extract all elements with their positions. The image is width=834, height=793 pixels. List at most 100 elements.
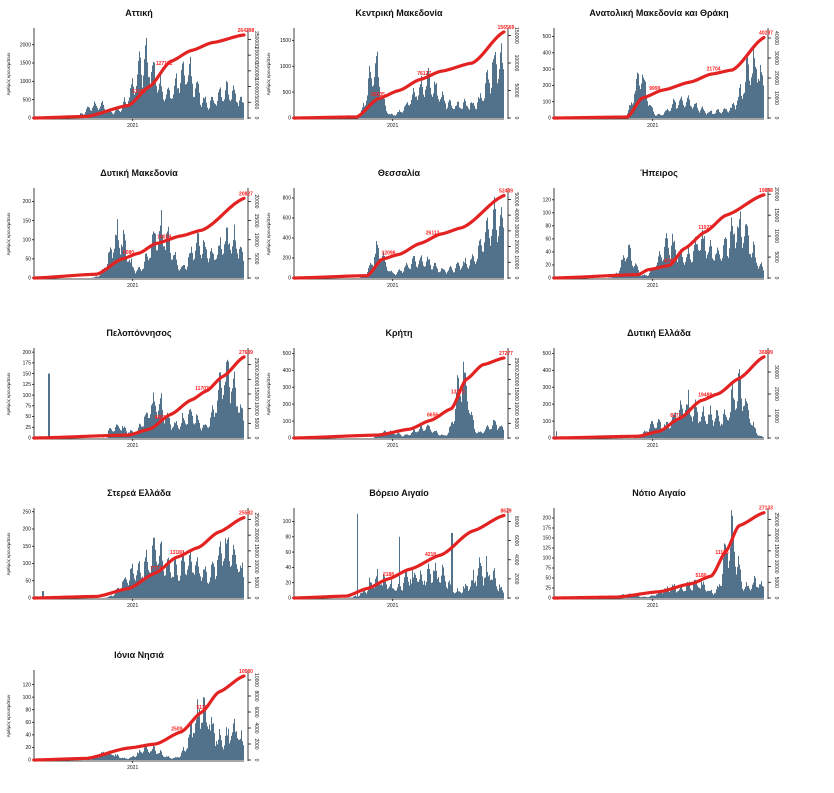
bar: [414, 429, 415, 438]
bar: [681, 96, 682, 118]
bar: [689, 407, 690, 438]
chart-panel: Ανατολική Μακεδονία και Θράκη01002003004…: [543, 8, 779, 129]
bar: [459, 392, 460, 438]
bar: [238, 258, 239, 278]
bar: [733, 397, 734, 438]
bar: [632, 595, 633, 598]
bar: [173, 576, 174, 598]
bar: [721, 260, 722, 278]
bar: [207, 582, 208, 598]
bar: [213, 100, 214, 118]
bar: [427, 569, 428, 598]
left-tick-label: 0: [548, 596, 551, 602]
bar: [188, 257, 189, 278]
bar: [656, 115, 657, 118]
bar: [192, 252, 193, 278]
bar: [411, 100, 412, 118]
bar: [231, 735, 232, 760]
bar: [416, 266, 417, 278]
bar: [466, 263, 467, 278]
bar: [188, 565, 189, 598]
bar: [237, 406, 238, 438]
bar: [669, 428, 670, 438]
bar: [218, 555, 219, 598]
bar: [143, 751, 144, 760]
bar: [116, 109, 117, 118]
bar: [184, 265, 185, 278]
left-tick-label: 50: [545, 576, 551, 582]
left-tick-label: 60: [545, 237, 551, 243]
bar: [746, 582, 747, 598]
bar: [371, 78, 372, 118]
bar: [143, 578, 144, 598]
bar: [415, 432, 416, 438]
bar: [384, 576, 385, 598]
bar: [710, 590, 711, 598]
bar: [132, 756, 133, 760]
bar: [439, 435, 440, 438]
bar: [672, 417, 673, 438]
bar: [192, 737, 193, 760]
bar: [216, 105, 217, 118]
bar: [233, 378, 234, 438]
bar: [373, 587, 374, 598]
bar: [723, 557, 724, 598]
bar: [723, 245, 724, 278]
bar: [728, 112, 729, 118]
bar: [193, 423, 194, 438]
bar: [678, 416, 679, 438]
bar: [369, 265, 370, 278]
bar: [208, 427, 209, 438]
bar: [118, 109, 119, 118]
bar: [424, 430, 425, 438]
bar: [755, 578, 756, 598]
bar: [491, 579, 492, 598]
bar: [181, 266, 182, 278]
bar: [219, 245, 220, 278]
bar: [674, 414, 675, 438]
bar: [706, 258, 707, 278]
bar: [446, 109, 447, 118]
cumulative-annotation: 4748: [664, 258, 675, 264]
bar: [222, 399, 223, 438]
bar: [134, 270, 135, 278]
right-tick-label: 5000: [513, 418, 519, 429]
bar: [227, 539, 228, 598]
bar: [477, 575, 478, 598]
bar: [751, 257, 752, 278]
bar: [497, 242, 498, 278]
bar: [666, 110, 667, 118]
bar: [136, 271, 137, 278]
bar: [403, 582, 404, 598]
bar: [209, 724, 210, 760]
bar: [487, 425, 488, 438]
bar: [420, 570, 421, 598]
bar: [368, 78, 369, 118]
bar: [652, 107, 653, 118]
bar: [676, 418, 677, 438]
bar: [718, 250, 719, 278]
left-tick-label: 200: [283, 256, 292, 262]
bar: [196, 561, 197, 598]
bar: [738, 555, 739, 598]
bar: [382, 585, 383, 598]
chart-panel: Αττική0500100015002000050000100000150000…: [5, 8, 259, 129]
bar: [181, 69, 182, 118]
bar: [226, 227, 227, 278]
cumulative-annotation: 52489: [499, 189, 513, 195]
cumulative-annotation: 264298: [238, 28, 255, 34]
cumulative-annotation: 2188: [383, 572, 394, 578]
bar: [445, 271, 446, 278]
bar: [749, 253, 750, 278]
bar: [145, 45, 146, 118]
bar: [191, 561, 192, 598]
left-tick-label: 80: [285, 534, 291, 540]
bar: [155, 405, 156, 438]
x-tick-label: 2021: [387, 603, 398, 609]
bar: [391, 270, 392, 278]
bar: [637, 266, 638, 278]
x-tick-label: 2021: [127, 123, 138, 129]
bar: [457, 101, 458, 118]
bar: [415, 261, 416, 278]
bar: [673, 585, 674, 598]
